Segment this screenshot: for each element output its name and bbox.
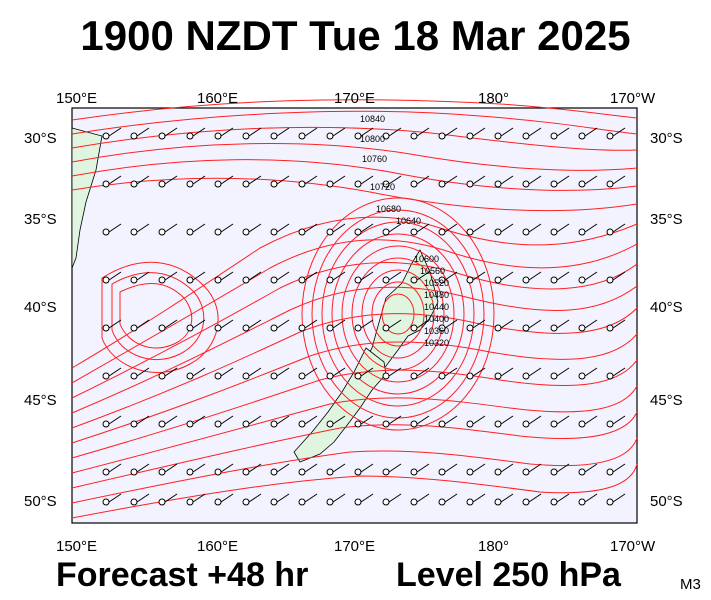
wind-barb-staffs xyxy=(108,127,626,503)
contour-label: 10400 xyxy=(424,314,449,324)
map-frame xyxy=(71,107,638,524)
lon-label-bottom: 160°E xyxy=(197,538,239,555)
lon-label-bottom: 170°W xyxy=(610,538,656,555)
lat-label: 45°S xyxy=(24,392,57,409)
contour-label: 10520 xyxy=(424,278,449,288)
lon-label-bottom: 180° xyxy=(478,538,510,555)
level-text: Level 250 hPa xyxy=(396,556,621,594)
lon-label: 150°E xyxy=(56,90,98,107)
contour-lines xyxy=(71,99,638,519)
lat-label-right: 35°S xyxy=(650,211,683,228)
contour-label-group: 10840 10800 10760 10720 10680 10640 1060… xyxy=(360,114,449,348)
australia-land xyxy=(71,127,103,269)
model-code: M3 xyxy=(680,576,701,593)
contour-label: 10720 xyxy=(370,182,395,192)
lon-label: 160°E xyxy=(197,90,239,107)
contour-label: 10760 xyxy=(362,154,387,164)
lon-label: 170°W xyxy=(610,90,656,107)
lon-label-bottom: 170°E xyxy=(334,538,376,555)
contour-label: 10680 xyxy=(376,204,401,214)
contour-label: 10800 xyxy=(360,134,385,144)
contour-label: 10560 xyxy=(420,266,445,276)
contour-label: 10480 xyxy=(424,290,449,300)
map-title: 1900 NZDT Tue 18 Mar 2025 xyxy=(80,12,631,59)
contour-label: 10840 xyxy=(360,114,385,124)
lat-label: 35°S xyxy=(24,211,57,228)
contour-label: 10640 xyxy=(396,216,421,226)
contour-label: 10440 xyxy=(424,302,449,312)
lat-label-right: 40°S xyxy=(650,299,683,316)
lat-label: 50°S xyxy=(24,493,57,510)
lon-label-bottom: 150°E xyxy=(56,538,98,555)
lon-label: 170°E xyxy=(334,90,376,107)
lat-label: 40°S xyxy=(24,299,57,316)
weather-map: 10840 10800 10760 10720 10680 10640 1060… xyxy=(0,78,711,558)
contour-label: 10600 xyxy=(414,254,439,264)
forecast-text: Forecast +48 hr xyxy=(56,556,309,594)
contour-label: 10360 xyxy=(424,326,449,336)
lon-label: 180° xyxy=(478,90,510,107)
contour-label: 10320 xyxy=(424,338,449,348)
lat-label-right: 45°S xyxy=(650,392,683,409)
lat-label-right: 50°S xyxy=(650,493,683,510)
lat-label-right: 30°S xyxy=(650,130,683,147)
lat-label: 30°S xyxy=(24,130,57,147)
